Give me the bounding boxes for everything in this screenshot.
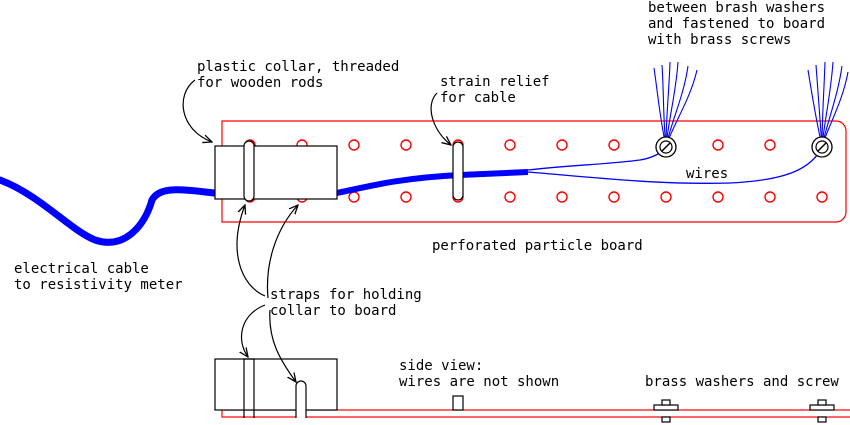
- perforated-board: [221, 120, 847, 223]
- wire-bundle-1: [653, 61, 698, 147]
- side-screw-2: [809, 399, 835, 423]
- side-collar: [214, 358, 338, 411]
- straps-leader-4: [269, 309, 296, 382]
- straps-label-1: straps for holding: [270, 287, 422, 303]
- side-strap-right: [295, 380, 307, 418]
- brass-screw-1: [655, 136, 677, 158]
- top-right-label-1: between brash washers: [648, 0, 825, 16]
- top-right-label-3: with brass screws: [648, 32, 791, 48]
- strain-leader: [430, 92, 451, 145]
- strain-label-2: for cable: [440, 90, 516, 106]
- strain-label-1: strain relief: [440, 74, 550, 90]
- board-label: perforated particle board: [432, 238, 643, 254]
- straps-label-2: collar to board: [270, 303, 396, 319]
- collar-label-2: for wooden rods: [197, 75, 323, 91]
- collar-label-1: plastic collar, threaded: [197, 59, 399, 75]
- cable-label-1: electrical cable: [14, 261, 149, 277]
- plastic-collar: [214, 145, 338, 200]
- straps-leader-2: [266, 205, 298, 299]
- wire-to-screw-1: [527, 147, 667, 171]
- side-view-label-2: wires are not shown: [399, 374, 559, 390]
- side-view-label-1: side view:: [399, 358, 483, 374]
- wire-bundle-2: [807, 61, 849, 147]
- side-strain-relief: [452, 395, 464, 411]
- wire-to-screw-2: [527, 147, 823, 184]
- top-right-label-2: and fastened to board: [648, 16, 825, 32]
- wires-label: wires: [686, 166, 728, 182]
- cable-on-board: [336, 169, 529, 196]
- side-board: [221, 409, 850, 418]
- brass-screw-2: [811, 136, 833, 158]
- collar-leader: [182, 79, 212, 142]
- straps-leader-3: [241, 304, 266, 357]
- side-screw-1: [653, 399, 679, 423]
- straps-leader-1: [236, 205, 266, 297]
- strain-relief: [452, 141, 464, 201]
- electrical-cable: [0, 176, 219, 246]
- washers-label: brass washers and screw: [645, 374, 839, 390]
- side-strap-left: [243, 358, 255, 418]
- collar-strap: [243, 140, 255, 202]
- board-holes: [244, 139, 828, 203]
- cable-label-2: to resistivity meter: [14, 277, 183, 293]
